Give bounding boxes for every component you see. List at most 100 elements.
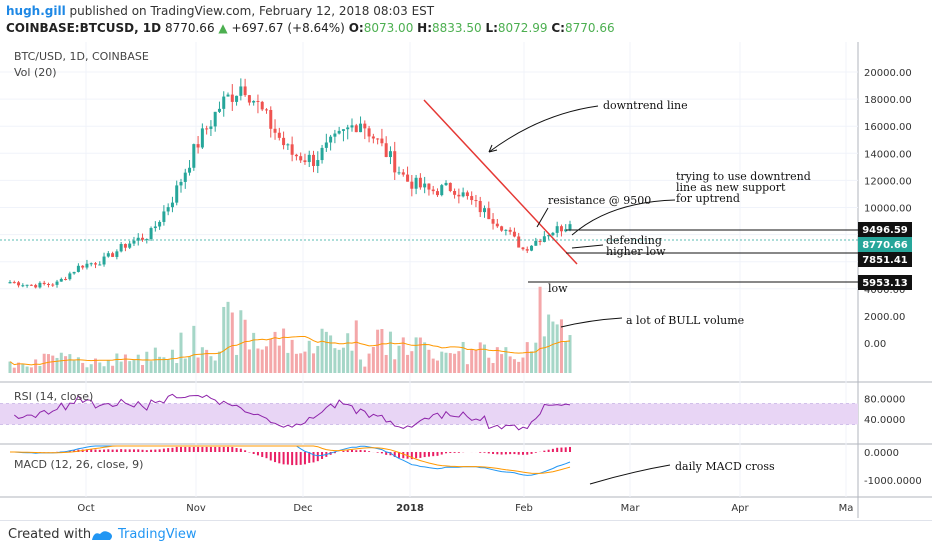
y-tick-label: 10000.00 [864, 204, 912, 215]
candle-body [205, 128, 208, 129]
candle-body [551, 233, 554, 235]
macd-hist-bar [402, 452, 404, 458]
macd-hist-bar [317, 452, 319, 461]
candle-body [389, 151, 392, 157]
candle-body [534, 241, 537, 246]
candle-body [274, 129, 277, 133]
up-arrow-icon: ▲ [218, 21, 227, 35]
macd-hist-bar [454, 452, 456, 453]
candle-body [479, 201, 482, 212]
macd-hist-bar [146, 450, 148, 452]
rsi-tick-label: 40.0000 [864, 415, 905, 426]
grid-lines [0, 42, 858, 497]
x-tick-label: Dec [293, 503, 312, 514]
volume-bar [222, 307, 225, 373]
volume-bar [291, 340, 294, 373]
macd-hist-bar [184, 447, 186, 452]
y-tick-label: 2000.00 [864, 312, 905, 323]
y-tick-label: 18000.00 [864, 95, 912, 106]
chart-header: hugh.gill published on TradingView.com, … [0, 0, 932, 36]
candle-body [209, 126, 212, 128]
y-tick-label: 20000.00 [864, 68, 912, 79]
high-label: H: [417, 21, 432, 35]
macd-hist-bar [351, 450, 353, 452]
macd-hist-bar [171, 448, 173, 452]
price-change: +697.67 (+8.64%) [231, 21, 344, 35]
macd-hist-bar [479, 452, 481, 453]
volume-bar [487, 358, 490, 373]
candle-body [321, 148, 324, 160]
created-with-text: Created with [8, 527, 91, 542]
author-link[interactable]: hugh.gill [6, 4, 66, 18]
volume-bar [564, 341, 567, 373]
macd-hist-bar [569, 447, 571, 452]
candle-body [509, 230, 512, 232]
candle-body [85, 264, 88, 268]
candle-body [179, 182, 182, 185]
x-tick-label: Nov [186, 503, 206, 514]
candle-body [60, 279, 63, 282]
macd-hist-bar [381, 452, 383, 453]
volume-bar [137, 355, 140, 373]
rsi-title: RSI (14, close) [14, 390, 93, 403]
volume-bar [197, 358, 200, 373]
candle-body [338, 131, 341, 134]
macd-hist-bar [99, 450, 101, 452]
candle-body [103, 257, 106, 265]
volume-bar [286, 353, 289, 373]
publish-text: published on TradingView.com, February 1… [66, 4, 434, 18]
candle-body [192, 144, 195, 168]
candle-body [423, 184, 426, 188]
candle-body [201, 128, 204, 147]
volume-bar [355, 320, 358, 373]
candle-body [227, 95, 230, 97]
macd-hist-bar [154, 450, 156, 452]
macd-hist-bar [308, 452, 310, 463]
volume-bar [244, 320, 247, 373]
candle-body [496, 224, 499, 227]
macd-tick-label: -1000.0000 [864, 476, 922, 487]
candle-body [355, 125, 358, 132]
candle-body [21, 285, 24, 286]
candle-body [406, 175, 409, 182]
volume-bar [312, 353, 315, 373]
volume-bar [13, 368, 16, 373]
volume-bar [500, 354, 503, 373]
volume-bar [316, 346, 319, 373]
volume-bar [90, 364, 93, 373]
volume-bar [64, 356, 67, 373]
candle-body [517, 236, 520, 247]
macd-hist-bar [257, 452, 259, 455]
candle-body [539, 241, 542, 242]
macd-hist-bar [180, 447, 182, 452]
candle-body [73, 272, 76, 274]
macd-tick-label: 0.0000 [864, 448, 899, 459]
candle-body [231, 95, 234, 102]
volume-bar [457, 351, 460, 373]
x-tick-label: Apr [731, 503, 749, 514]
candle-body [184, 173, 187, 182]
macd-hist-bar [240, 449, 242, 452]
candle-body [530, 246, 533, 251]
volume-bar [269, 339, 272, 373]
chart-area[interactable]: BTC/USD, 1D, COINBASE Vol (20) RSI (14, … [0, 42, 932, 518]
vol-title: Vol (20) [14, 66, 57, 79]
macd-hist-bar [94, 450, 96, 452]
volume-bar [556, 324, 559, 373]
y-tick-label: 0.00 [864, 339, 886, 350]
macd-hist-bar [197, 447, 199, 452]
volume-bar [209, 356, 212, 373]
volume-bar [427, 350, 430, 373]
candle-body [385, 143, 388, 157]
candle-body [303, 160, 306, 162]
volume-bar [338, 350, 341, 373]
volume-bar [539, 287, 542, 373]
volume-bar [299, 353, 302, 373]
volume-bar [68, 354, 71, 373]
tradingview-link[interactable]: TradingView [118, 527, 197, 542]
candle-body [141, 238, 144, 240]
macd-hist-bar [300, 452, 302, 465]
macd-hist-bar [509, 452, 511, 454]
svg-text:7851.41: 7851.41 [862, 255, 908, 266]
macd-hist-bar [176, 447, 178, 452]
